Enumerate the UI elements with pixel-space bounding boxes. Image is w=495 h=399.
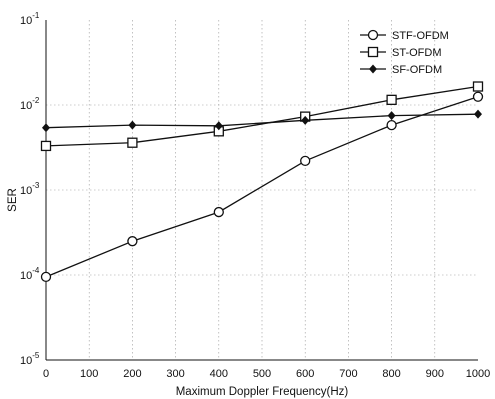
data-point-st-ofdm (40, 140, 52, 152)
series-sf-ofdm (42, 109, 482, 133)
x-tick-labels: 0 100 200 300 400 500 600 700 800 900 1000 (43, 368, 490, 380)
data-point-sf-ofdm (474, 109, 482, 119)
legend-item-st-ofdm: ST-OFDM (360, 46, 442, 59)
legend: STF-OFDM ST-OFDM SF-OFDM (360, 29, 449, 76)
x-tick-label: 700 (339, 368, 357, 380)
x-tick-label: 900 (426, 368, 444, 380)
legend-marker-st-ofdm (367, 46, 379, 58)
y-tick-label: 10-3 (20, 181, 40, 197)
data-series (40, 81, 484, 283)
x-tick-label: 800 (382, 368, 400, 380)
data-point-stf-ofdm (386, 119, 397, 131)
x-tick-label: 500 (253, 368, 271, 380)
x-tick-label: 300 (166, 368, 184, 380)
y-tick-label: 10-5 (20, 351, 40, 367)
series-line-st-ofdm (45, 85, 479, 147)
x-tick-label: 1000 (466, 368, 490, 380)
series-stf-ofdm (40, 91, 484, 283)
data-point-stf-ofdm (300, 155, 311, 167)
legend-label-stf-ofdm: STF-OFDM (392, 30, 449, 42)
x-tick-label: 400 (210, 368, 228, 380)
y-tick-label: 10-4 (20, 266, 40, 282)
data-point-stf-ofdm (127, 236, 138, 247)
data-point-stf-ofdm (40, 271, 52, 283)
x-axis-label: Maximum Doppler Frequency(Hz) (176, 386, 349, 398)
data-point-st-ofdm (127, 137, 138, 148)
y-tick-label: 10-1 (20, 11, 40, 27)
data-point-sf-ofdm (42, 123, 50, 133)
legend-marker-stf-ofdm (367, 29, 379, 41)
data-point-st-ofdm (472, 81, 484, 92)
grid-lines (46, 20, 478, 360)
series-line-sf-ofdm (45, 113, 479, 129)
y-axis-label: SER (7, 188, 19, 212)
y-tick-labels: 10-1 10-2 10-3 10-4 10-5 (20, 11, 40, 367)
data-point-sf-ofdm (387, 111, 396, 121)
data-point-sf-ofdm (128, 120, 137, 130)
legend-label-st-ofdm: ST-OFDM (392, 47, 442, 59)
data-point-stf-ofdm (472, 91, 484, 102)
legend-item-stf-ofdm: STF-OFDM (360, 29, 449, 42)
legend-marker-sf-ofdm (369, 64, 377, 74)
data-point-st-ofdm (386, 94, 397, 105)
legend-label-sf-ofdm: SF-OFDM (392, 64, 442, 76)
data-point-stf-ofdm (213, 206, 224, 218)
series-line-stf-ofdm (45, 96, 479, 278)
x-tick-label: 600 (296, 368, 314, 380)
data-point-sf-ofdm (301, 115, 310, 125)
x-tick-label: 0 (43, 368, 49, 380)
y-tick-label: 10-2 (20, 96, 40, 112)
legend-item-sf-ofdm: SF-OFDM (360, 64, 442, 76)
x-tick-label: 100 (80, 368, 98, 380)
x-tick-label: 200 (123, 368, 141, 380)
data-point-sf-ofdm (214, 121, 223, 131)
